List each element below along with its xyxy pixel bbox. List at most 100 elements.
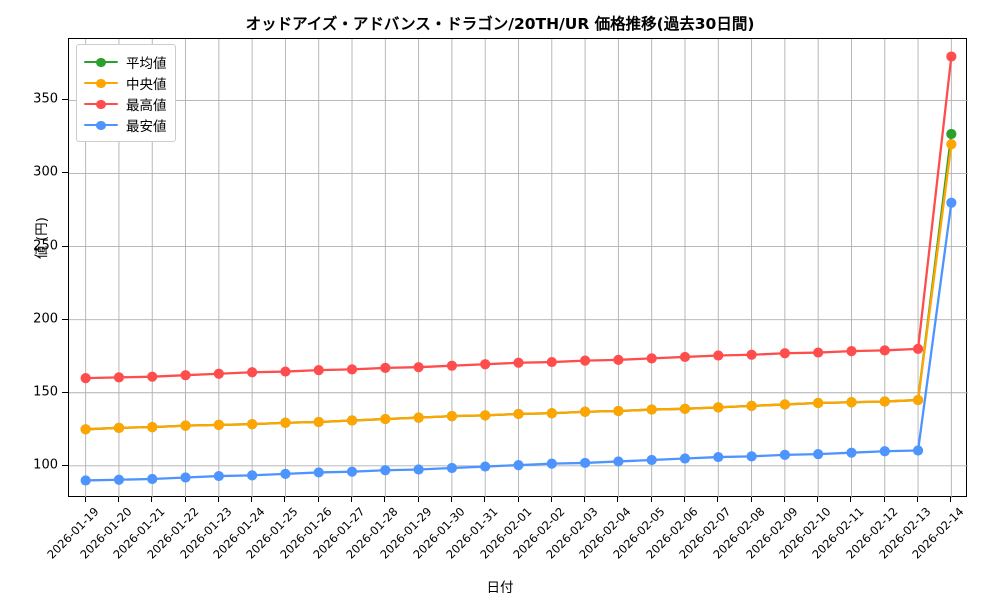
data-point	[679, 351, 691, 363]
chart-legend: 平均値 中央値最高値 最安値	[76, 44, 176, 142]
data-point	[280, 366, 291, 377]
data-point	[912, 445, 924, 456]
y-axis-tick-label: 250	[33, 238, 58, 254]
y-axis-tick-mark	[62, 245, 68, 247]
plot-svg	[69, 39, 968, 498]
x-axis-tick-mark	[750, 497, 752, 502]
data-point	[446, 411, 458, 422]
x-axis-tick-mark	[917, 497, 919, 502]
x-axis-tick-mark	[184, 497, 186, 502]
y-axis-tick-label: 350	[33, 91, 58, 107]
data-point	[713, 402, 724, 413]
data-point	[113, 422, 125, 433]
x-axis-tick-mark	[550, 497, 552, 502]
data-point	[813, 397, 824, 409]
data-point	[746, 451, 757, 462]
data-point	[779, 348, 790, 359]
plot-area	[68, 38, 968, 498]
data-point	[613, 405, 624, 417]
x-axis-tick-mark	[84, 497, 86, 502]
x-axis-tick-mark	[251, 497, 253, 502]
data-point	[646, 353, 657, 364]
x-axis-tick-mark	[650, 497, 652, 502]
data-point	[713, 451, 724, 463]
series-4	[80, 197, 957, 486]
data-point	[113, 474, 125, 485]
x-axis-tick-mark	[117, 497, 119, 502]
data-point	[480, 461, 491, 472]
legend-label: 平均値	[126, 55, 167, 72]
data-point	[80, 424, 91, 435]
data-point	[346, 466, 358, 477]
x-axis-tick-mark	[817, 497, 819, 502]
data-point	[247, 419, 258, 430]
y-axis-tick-label: 200	[33, 311, 58, 327]
data-point	[213, 368, 224, 379]
data-point	[579, 406, 591, 417]
data-point	[180, 420, 191, 431]
data-point	[513, 460, 524, 471]
series-2	[80, 139, 957, 435]
gridlines	[69, 39, 968, 498]
data-point	[80, 373, 91, 384]
legend-marker-icon	[84, 76, 118, 90]
data-point	[813, 449, 824, 460]
x-axis-tick-mark	[450, 497, 452, 502]
x-axis-tick-mark	[151, 497, 153, 502]
data-point	[779, 399, 790, 410]
data-point	[646, 404, 657, 415]
x-axis-tick-mark	[384, 497, 386, 502]
legend-marker-icon	[84, 118, 118, 132]
x-axis-tick-mark	[584, 497, 586, 502]
legend-item-3[interactable]: 最高値	[84, 93, 167, 114]
x-axis-tick-mark	[683, 497, 685, 502]
x-axis-label: 日付	[486, 580, 514, 596]
data-point	[280, 417, 291, 428]
data-point	[313, 467, 324, 478]
data-point	[813, 347, 824, 358]
data-point	[213, 470, 224, 482]
data-point	[346, 364, 358, 375]
data-point	[380, 362, 391, 374]
data-point	[480, 410, 491, 421]
data-point	[679, 403, 691, 414]
data-point	[713, 350, 724, 361]
data-point	[513, 408, 524, 420]
y-axis-tick-label: 300	[33, 164, 58, 180]
data-point	[613, 456, 624, 467]
legend-item-2[interactable]: 中央値	[84, 72, 167, 93]
data-point	[946, 139, 957, 150]
data-point	[180, 472, 191, 483]
data-point	[147, 422, 158, 433]
data-point	[746, 400, 757, 412]
data-point	[546, 458, 557, 469]
legend-label: 最高値	[126, 97, 167, 114]
data-point	[313, 416, 324, 428]
y-axis-tick-mark	[62, 99, 68, 101]
data-point	[779, 449, 790, 460]
data-point	[879, 345, 890, 356]
data-point	[946, 197, 957, 208]
legend-marker-icon	[84, 97, 118, 111]
data-point	[413, 464, 424, 475]
data-point	[446, 360, 458, 371]
legend-item-1[interactable]: 平均値	[84, 51, 167, 72]
data-point	[247, 470, 258, 481]
data-point	[912, 394, 924, 406]
y-axis-tick-labels: 100 150 200 250 300 350	[0, 38, 58, 497]
data-point	[280, 468, 291, 479]
x-axis-tick-mark	[351, 497, 353, 502]
data-point	[879, 446, 890, 457]
x-axis-tick-mark	[517, 497, 519, 502]
data-point	[380, 465, 391, 476]
chart-title: オッドアイズ・アドバンス・ドラゴン/20TH/UR 価格推移(過去30日間)	[245, 15, 755, 33]
x-axis-tick-mark	[317, 497, 319, 502]
x-axis-tick-mark	[850, 497, 852, 502]
legend-item-4[interactable]: 最安値	[84, 114, 167, 135]
data-point	[946, 51, 957, 62]
data-point	[247, 367, 258, 378]
y-axis-tick-mark	[62, 391, 68, 393]
data-point	[546, 356, 557, 368]
data-point	[912, 343, 924, 354]
